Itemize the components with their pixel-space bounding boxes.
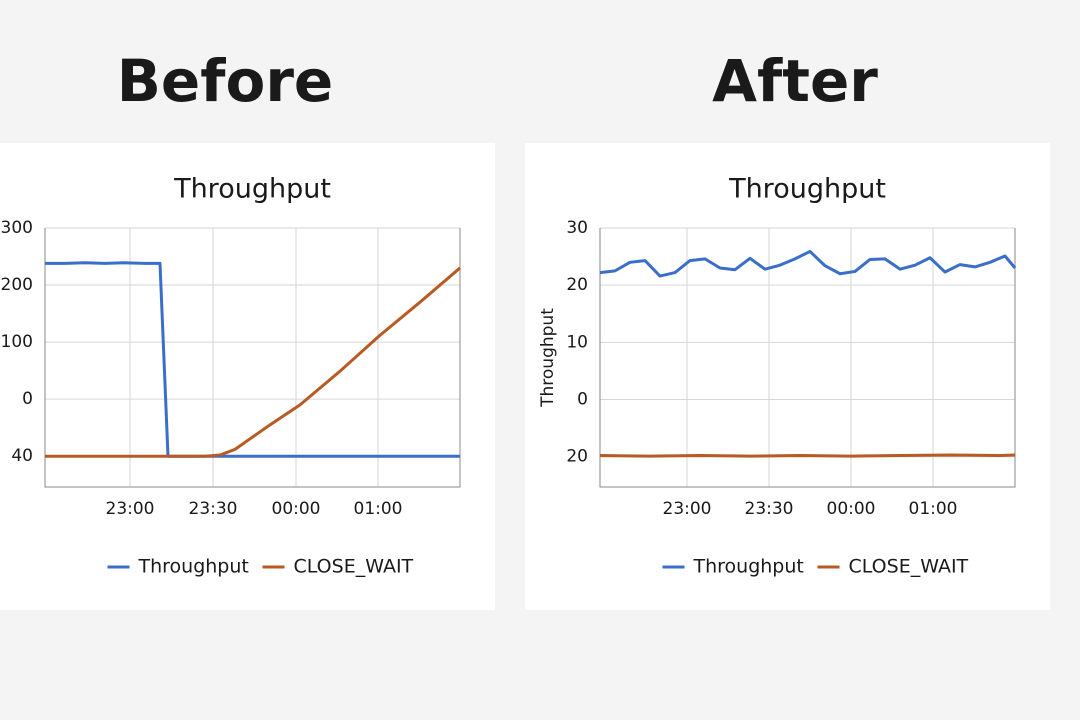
y-axis-label: Throughput: [538, 308, 558, 408]
x-tick-label: 00:00: [272, 499, 321, 519]
panel-heading: Before: [117, 47, 334, 115]
axis: [599, 228, 1016, 488]
line: [45, 266, 461, 458]
line: [45, 261, 460, 458]
panel-heading: After: [712, 47, 878, 115]
x-tick-label: 01:00: [909, 499, 958, 519]
panel: [525, 143, 1050, 610]
legend-label: CLOSE_WAIT: [849, 556, 969, 578]
legend-label: Throughput: [138, 556, 249, 578]
legend-label: Throughput: [693, 556, 804, 578]
y-tick-label: 20: [566, 447, 588, 467]
y-tick-label: 20: [566, 275, 588, 295]
x-tick-label: 01:00: [354, 499, 403, 519]
line: [599, 453, 1016, 458]
line: [599, 249, 1017, 278]
x-tick-label: 23:00: [106, 499, 155, 519]
y-tick-label: 0: [577, 390, 588, 410]
y-tick-label: 0: [22, 389, 33, 409]
x-tick-label: 23:00: [663, 499, 712, 519]
chart-title: Throughput: [173, 174, 331, 205]
panel: [0, 143, 495, 610]
x-tick-label: 00:00: [827, 499, 876, 519]
legend-label: CLOSE_WAIT: [294, 556, 414, 578]
y-tick-label: 30: [566, 218, 588, 238]
y-tick-label: 200: [1, 275, 33, 295]
x-tick-label: 23:30: [189, 499, 238, 519]
x-tick-label: 23:30: [745, 499, 794, 519]
y-tick-label: 10: [566, 332, 588, 352]
axis: [44, 228, 461, 488]
chart-title: Throughput: [728, 174, 886, 205]
y-tick-label: 40: [11, 446, 33, 466]
y-tick-label: 300: [1, 218, 33, 238]
y-tick-label: 100: [1, 332, 33, 352]
